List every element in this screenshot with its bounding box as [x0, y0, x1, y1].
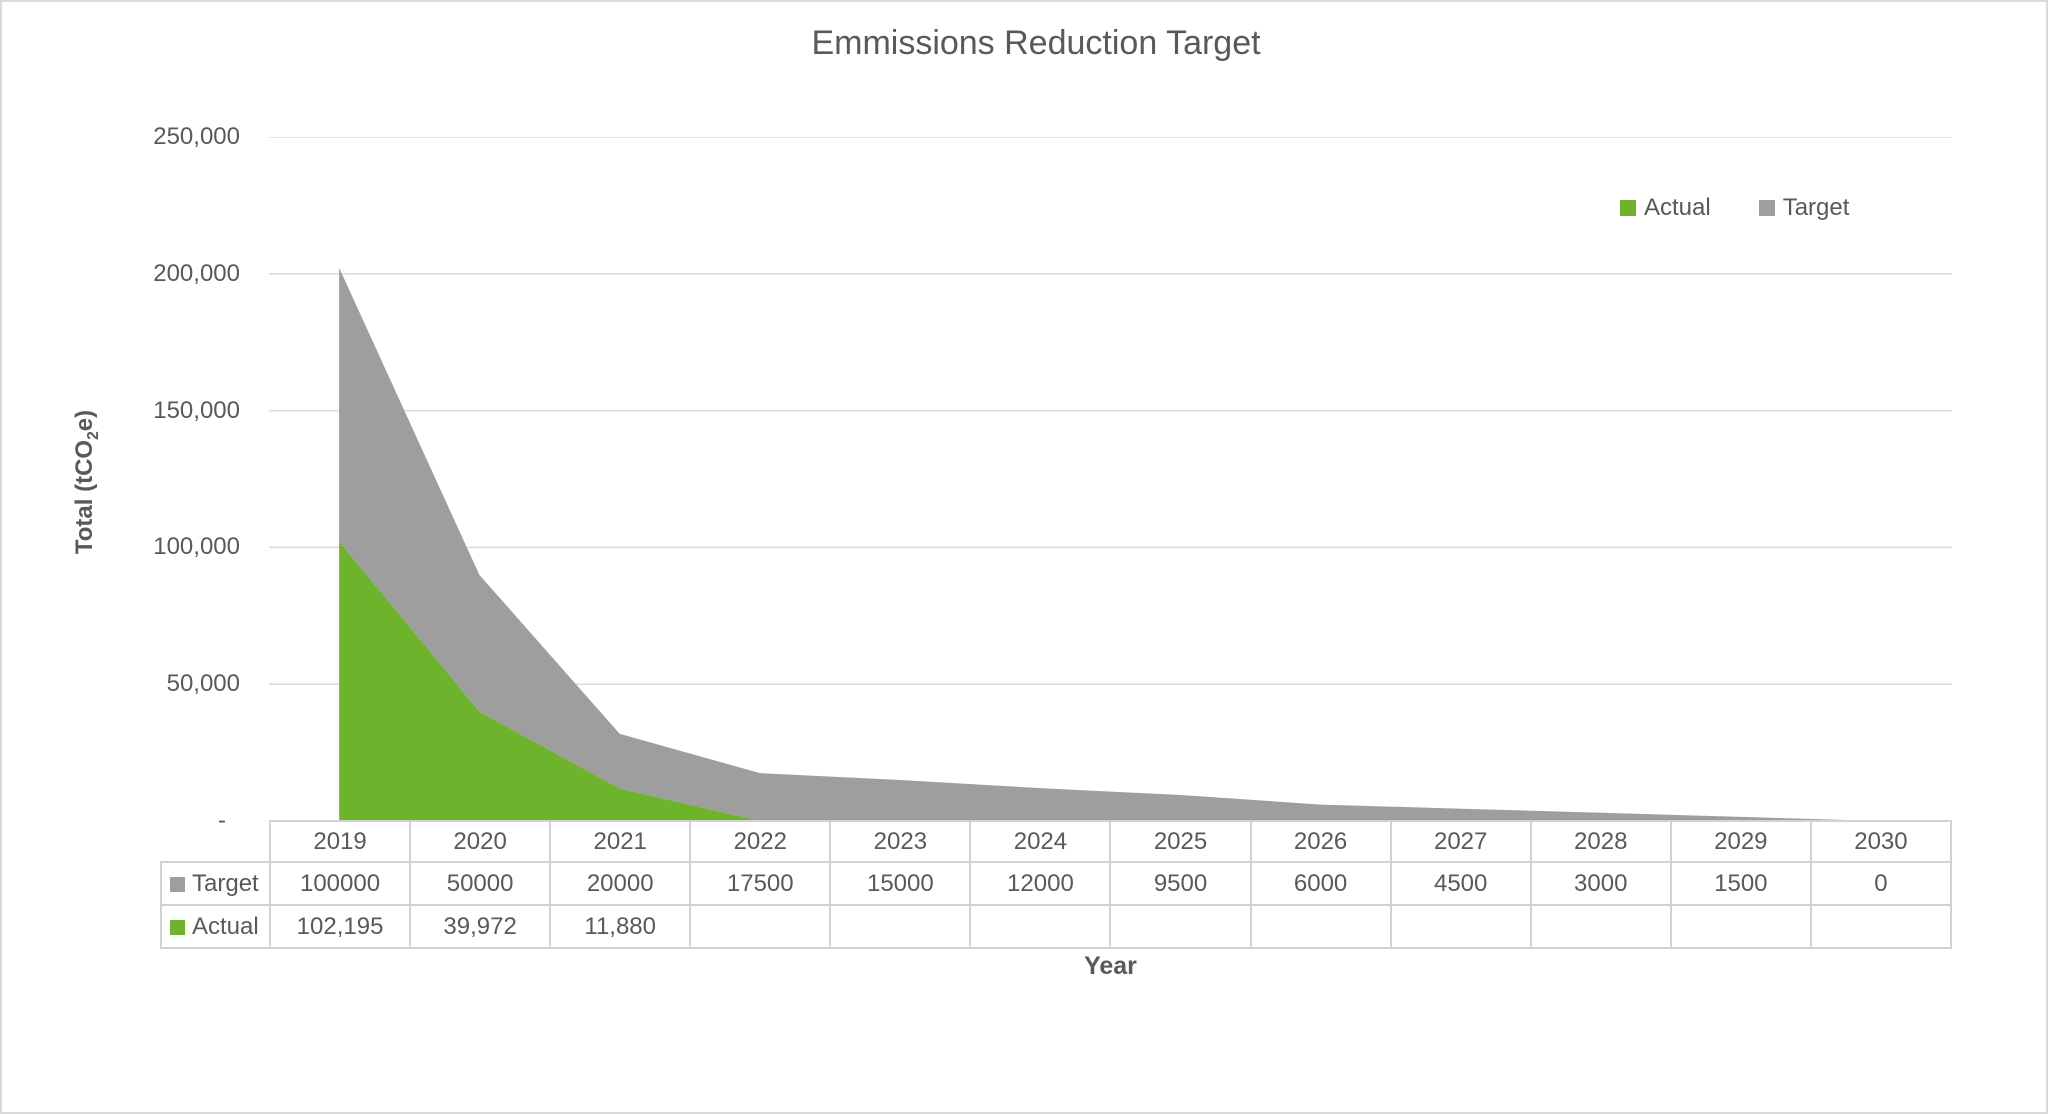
target-value-cell: 0 — [1809, 861, 1953, 906]
target-value-cell: 20000 — [549, 861, 692, 906]
table-row-actual: Actual 102,195 39,972 11,880 — [160, 904, 1953, 949]
y-axis-ticks: 250,000 200,000 150,000 100,000 50,000 - — [62, 2, 240, 1112]
table-row-target: Target 100000 50000 20000 17500 15000 12000 950… — [160, 861, 1953, 906]
year-cell: 2027 — [1389, 820, 1532, 863]
legend: Actual Target — [1620, 194, 1849, 222]
year-cell: 2030 — [1809, 820, 1953, 863]
y-tick-label: 50,000 — [166, 670, 240, 698]
data-table: 2019 2020 2021 2022 2023 2024 2025 2026 2027 2028… — [160, 820, 1953, 949]
legend-label-actual: Actual — [1644, 194, 1711, 221]
legend-item-actual: Actual — [1620, 194, 1711, 222]
year-cell: 2023 — [829, 820, 972, 863]
actual-value-cell — [689, 904, 832, 949]
x-axis-title: Year — [1084, 952, 1137, 980]
year-cell: 2020 — [409, 820, 552, 863]
target-value-cell: 9500 — [1109, 861, 1252, 906]
year-cell: 2024 — [969, 820, 1112, 863]
target-value-cell: 12000 — [969, 861, 1112, 906]
year-cell: 2028 — [1529, 820, 1672, 863]
y-tick-label: 150,000 — [153, 396, 240, 424]
actual-value-cell: 39,972 — [409, 904, 552, 949]
actual-value-cell — [1389, 904, 1532, 949]
y-tick-label: 250,000 — [153, 123, 240, 150]
target-value-cell: 6000 — [1249, 861, 1392, 906]
target-value-cell: 17500 — [689, 861, 832, 906]
target-value-cell: 15000 — [829, 861, 972, 906]
actual-swatch-icon — [170, 919, 185, 935]
actual-value-cell: 102,195 — [268, 904, 412, 949]
target-value-cell: 50000 — [409, 861, 552, 906]
year-cell: 2021 — [549, 820, 692, 863]
chart-title: Emmissions Reduction Target — [811, 24, 1261, 62]
target-value-cell: 1500 — [1669, 861, 1812, 906]
actual-value-cell — [829, 904, 972, 949]
row-label-actual: Actual — [160, 904, 271, 949]
actual-value-cell — [1109, 904, 1252, 949]
legend-item-target: Target — [1758, 194, 1850, 222]
year-cell: 2019 — [268, 820, 412, 863]
plot-svg — [269, 137, 1952, 821]
y-tick-label: 200,000 — [153, 259, 240, 287]
target-value-cell: 3000 — [1529, 861, 1672, 906]
target-swatch-icon — [1758, 200, 1775, 216]
actual-value-cell: 11,880 — [549, 904, 692, 949]
target-value-cell: 4500 — [1389, 861, 1532, 906]
plot-area — [269, 137, 1952, 821]
actual-area — [339, 541, 1882, 821]
table-header-row: 2019 2020 2021 2022 2023 2024 2025 2026 2027 2028… — [161, 820, 1953, 863]
y-tick-label: - — [218, 807, 226, 834]
actual-value-cell — [1669, 904, 1812, 949]
actual-value-cell — [1809, 904, 1953, 949]
year-cell: 2025 — [1109, 820, 1252, 863]
table-corner-cell — [161, 821, 271, 863]
row-label-target: Target — [160, 861, 271, 906]
actual-value-cell — [1249, 904, 1392, 949]
target-value-cell: 100000 — [268, 861, 412, 906]
actual-value-cell — [969, 904, 1112, 949]
target-area — [339, 267, 1882, 821]
legend-label-target: Target — [1782, 194, 1850, 221]
year-cell: 2029 — [1669, 820, 1812, 863]
target-swatch-icon — [170, 876, 185, 892]
year-cell: 2026 — [1249, 820, 1392, 863]
year-cell: 2022 — [689, 820, 832, 863]
y-tick-label: 100,000 — [153, 533, 240, 561]
actual-swatch-icon — [1620, 200, 1636, 216]
actual-value-cell — [1529, 904, 1672, 949]
